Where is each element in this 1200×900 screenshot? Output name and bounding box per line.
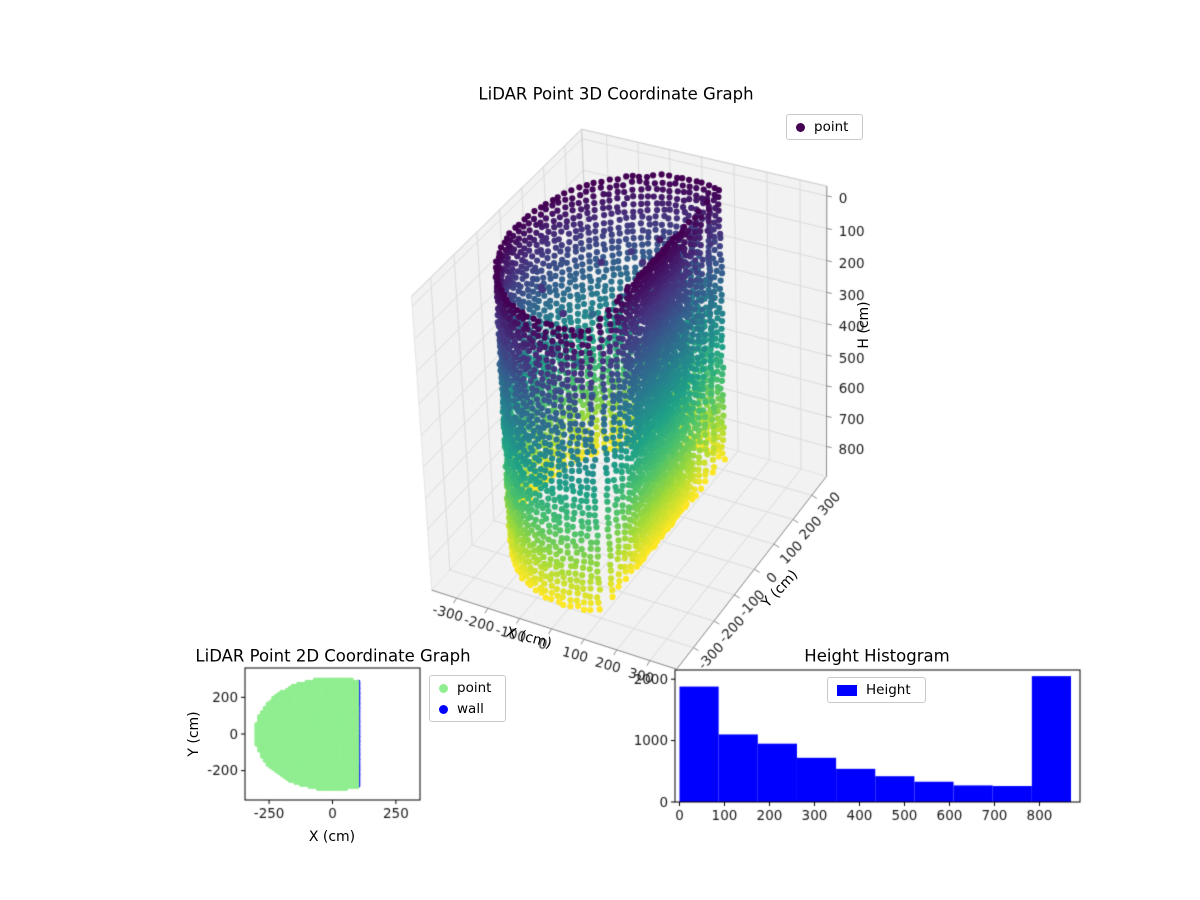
plot3d-title: LiDAR Point 3D Coordinate Graph [478,84,754,104]
plot2d-x-axis-label: X (cm) [308,829,356,845]
height-patch-icon [837,684,857,696]
legend-entry-point: point [796,119,848,135]
legend-label-point: point [814,119,849,135]
plot2d-title: LiDAR Point 2D Coordinate Graph [195,646,471,666]
wall-marker-icon [439,704,448,714]
legend-entry-point: point [439,680,491,696]
legend-entry-height: Height [837,682,911,698]
plot2d-y-axis-label: Y (cm) [186,711,202,757]
legend-label-wall: wall [457,701,484,717]
point-marker-icon [796,122,805,132]
histogram-legend: Height [827,677,926,703]
legend-label-point: point [457,680,492,696]
plot3d-legend: point [786,114,864,140]
legend-entry-wall: wall [439,701,491,717]
histogram-title: Height Histogram [804,646,950,666]
plot3d-h-axis-label: H (cm) [856,301,872,349]
plot2d-legend: point wall [429,675,507,722]
legend-label-height: Height [866,682,911,698]
point-marker-icon [439,683,448,693]
